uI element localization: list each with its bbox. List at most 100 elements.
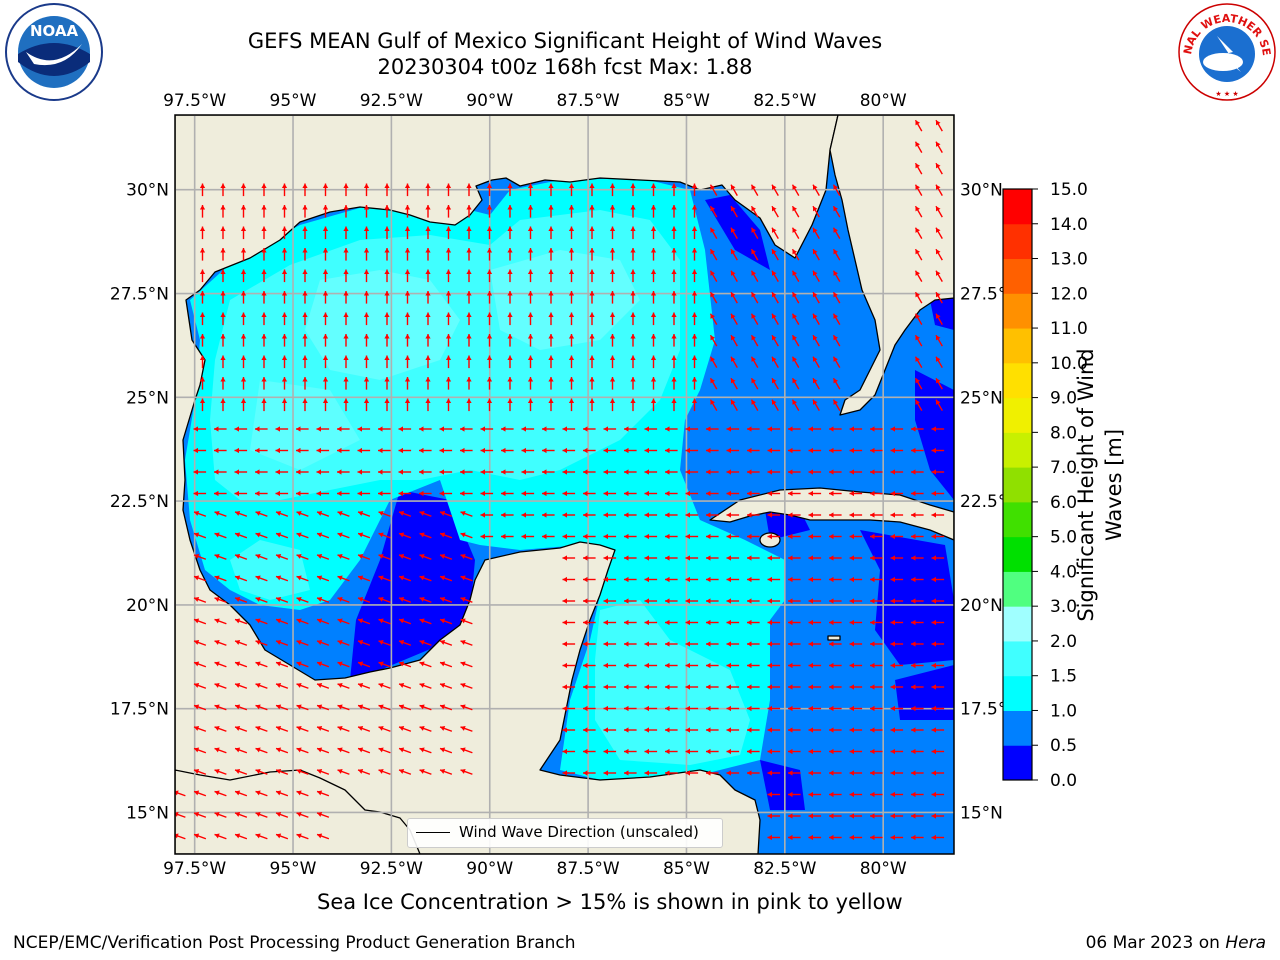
direction-arrow-head xyxy=(296,683,302,688)
direction-arrow-head xyxy=(562,426,567,432)
direction-arrow-head xyxy=(255,575,261,581)
direction-arrow-head xyxy=(706,469,711,475)
direction-arrow-head xyxy=(220,398,226,403)
direction-arrow-head xyxy=(466,248,472,253)
direction-arrow-head xyxy=(829,469,834,475)
direction-arrow-head xyxy=(322,269,329,274)
direction-arrow-head xyxy=(337,511,343,516)
direction-arrow-head xyxy=(685,684,690,690)
lon-tick-label-bottom: 97.5°W xyxy=(163,859,226,879)
direction-arrow-head xyxy=(358,554,364,559)
direction-arrow-head xyxy=(240,248,247,253)
direction-arrow-head xyxy=(419,426,424,432)
direction-arrow-head xyxy=(460,618,466,624)
direction-arrow-head xyxy=(235,747,241,753)
direction-arrow-head xyxy=(235,640,241,645)
footer-date-text: 06 Mar 2023 on xyxy=(1085,933,1226,953)
colorbar-segment xyxy=(1003,710,1032,746)
direction-arrow-head xyxy=(915,227,921,233)
direction-arrow-head xyxy=(419,532,425,538)
direction-arrow-head xyxy=(624,555,629,561)
direction-arrow-head xyxy=(650,398,657,403)
direction-arrow-head xyxy=(808,727,813,733)
direction-arrow-head xyxy=(603,426,608,432)
direction-arrow-head xyxy=(730,249,736,255)
direction-arrow-head xyxy=(199,248,206,253)
direction-arrow-head xyxy=(609,377,616,382)
direction-arrow-head xyxy=(398,426,403,432)
direction-arrow-head xyxy=(261,248,267,253)
direction-arrow-head xyxy=(730,227,736,233)
direction-arrow-head xyxy=(706,684,711,690)
direction-arrow-head xyxy=(486,205,493,210)
direction-arrow-head xyxy=(378,554,384,559)
direction-arrow-head xyxy=(931,641,936,647)
direction-arrow-head xyxy=(214,490,219,497)
direction-arrow-head xyxy=(849,684,854,690)
direction-arrow-head xyxy=(644,770,649,776)
direction-arrow-head xyxy=(276,661,282,667)
lat-tick-label-left: 15°N xyxy=(126,803,169,823)
direction-arrow-head xyxy=(915,184,921,190)
direction-arrow-head xyxy=(466,377,472,382)
direction-arrow-head xyxy=(624,512,629,518)
direction-arrow-head xyxy=(911,469,916,475)
direction-arrow-head xyxy=(808,555,813,561)
direction-arrow-head xyxy=(870,598,875,604)
direction-arrow-head xyxy=(358,726,364,731)
direction-arrow-head xyxy=(439,469,444,475)
direction-arrow-head xyxy=(747,748,752,755)
direction-arrow-head xyxy=(630,312,636,317)
direction-arrow-head xyxy=(398,490,403,497)
direction-arrow-head xyxy=(302,355,308,360)
direction-arrow-head xyxy=(337,618,343,624)
direction-arrow-head xyxy=(562,533,567,540)
direction-arrow-head xyxy=(788,447,793,454)
direction-arrow-head xyxy=(419,640,425,645)
direction-arrow-head xyxy=(603,533,608,540)
direction-arrow-head xyxy=(583,748,588,755)
direction-arrow-head xyxy=(276,597,282,602)
direction-arrow-head xyxy=(466,205,472,210)
direction-arrow-head xyxy=(890,512,895,518)
direction-arrow-head xyxy=(833,378,839,384)
direction-arrow-head xyxy=(849,426,854,432)
direction-arrow-head xyxy=(357,426,362,432)
direction-arrow-head xyxy=(214,447,219,454)
direction-arrow-head xyxy=(527,312,534,317)
direction-arrow-head xyxy=(194,597,200,602)
direction-arrow-head xyxy=(501,469,506,475)
direction-arrow-head xyxy=(726,684,731,690)
direction-arrow-head xyxy=(726,533,731,540)
direction-arrow-head xyxy=(931,770,936,776)
direction-arrow-head xyxy=(296,747,302,753)
direction-arrow-head xyxy=(771,399,777,405)
direction-arrow-head xyxy=(175,812,179,817)
direction-arrow-head xyxy=(255,426,260,432)
direction-arrow-head xyxy=(849,641,854,647)
direction-arrow-head xyxy=(650,205,657,210)
direction-arrow-head xyxy=(767,748,772,755)
direction-arrow-head xyxy=(870,426,875,432)
direction-arrow-head xyxy=(870,555,875,561)
direction-arrow-head xyxy=(562,469,567,475)
direction-arrow-head xyxy=(788,576,793,583)
direction-arrow-head xyxy=(812,206,818,212)
lon-tick-label-bottom: 82.5°W xyxy=(753,859,816,879)
direction-arrow-head xyxy=(276,704,282,710)
direction-arrow-head xyxy=(726,512,731,518)
direction-arrow-head xyxy=(235,618,241,624)
direction-arrow-head xyxy=(255,597,261,602)
direction-arrow-head xyxy=(548,398,554,403)
direction-arrow-head xyxy=(935,270,941,276)
direction-arrow-head xyxy=(935,335,941,341)
direction-arrow-head xyxy=(935,356,941,362)
direction-arrow-head xyxy=(706,619,711,626)
direction-arrow-head xyxy=(240,398,247,403)
direction-arrow-head xyxy=(671,205,677,210)
direction-arrow-head xyxy=(685,512,690,518)
direction-arrow-head xyxy=(829,641,834,647)
direction-arrow-head xyxy=(281,226,288,231)
direction-arrow-head xyxy=(812,292,818,298)
direction-arrow-head xyxy=(527,334,534,339)
